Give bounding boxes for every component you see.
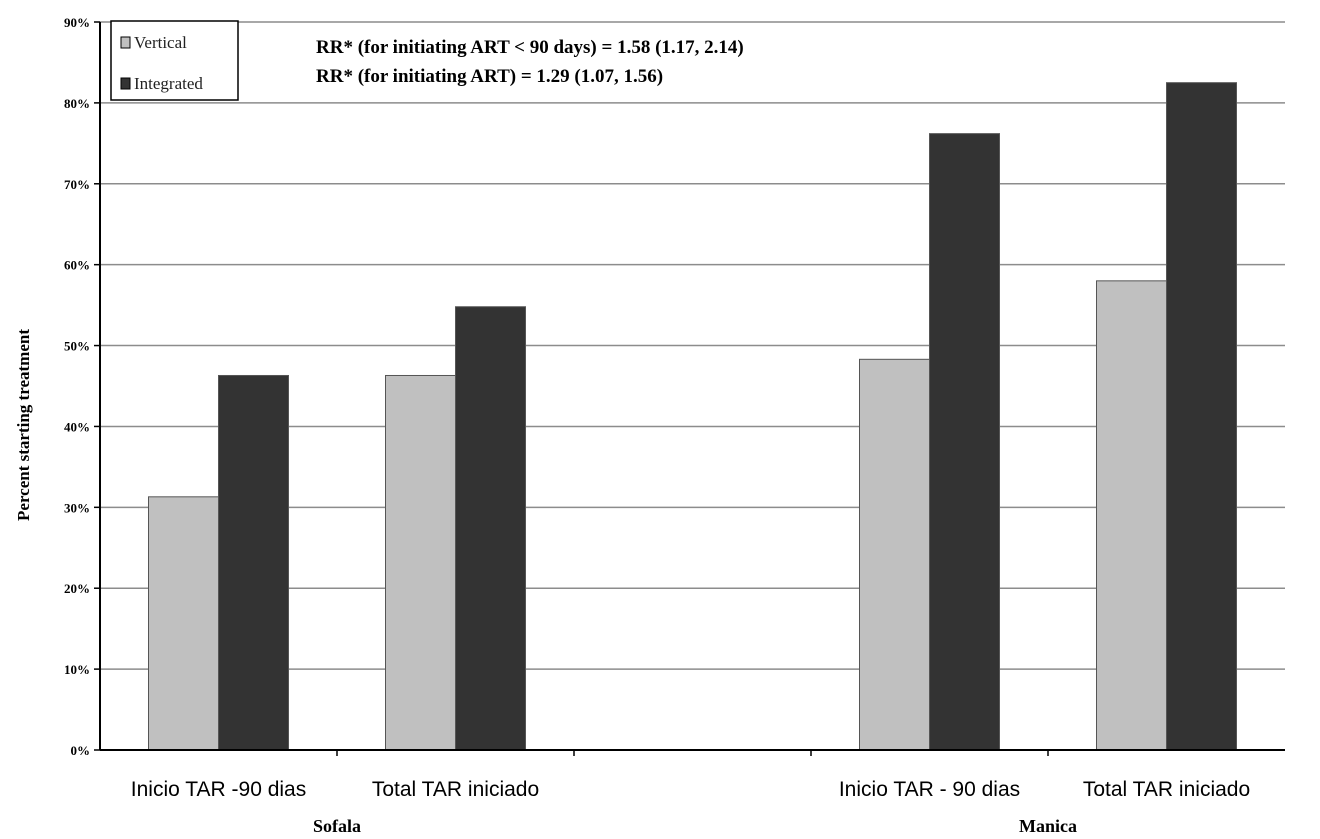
- gridlines: [94, 21, 1285, 756]
- y-tick-label: 10%: [64, 662, 90, 677]
- legend-swatch-vertical: [120, 36, 131, 49]
- annotation-rr-90-days: RR* (for initiating ART < 90 days) = 1.5…: [316, 37, 744, 58]
- group-labels: Sofala Manica: [313, 816, 1077, 836]
- legend-item-vertical: Vertical: [120, 33, 187, 52]
- x-tick-label: Total TAR iniciado: [372, 778, 539, 801]
- legend: Vertical Integrated: [110, 20, 239, 101]
- bars: [148, 82, 1237, 751]
- y-tick-label: 70%: [64, 177, 90, 192]
- bar-vertical: [859, 358, 930, 751]
- y-axis-label: Percent starting treatment: [14, 329, 33, 521]
- y-tick-label: 90%: [64, 15, 90, 30]
- annotations: RR* (for initiating ART < 90 days) = 1.5…: [316, 37, 744, 87]
- y-tick-label: 40%: [64, 419, 90, 434]
- bar-integrated: [455, 306, 526, 751]
- annotation-rr-total: RR* (for initiating ART) = 1.29 (1.07, 1…: [316, 66, 663, 87]
- y-tick-labels: 0% 10% 20% 30% 40% 50% 60% 70% 80% 90%: [64, 15, 90, 758]
- legend-label-vertical: Vertical: [134, 33, 187, 52]
- x-tick-labels: Inicio TAR -90 dias Total TAR iniciado Ini…: [131, 778, 1250, 801]
- group-label: Sofala: [313, 816, 361, 836]
- y-tick-label: 30%: [64, 500, 90, 515]
- bar-integrated: [929, 133, 1000, 751]
- bar-vertical: [385, 374, 456, 751]
- x-tick-label: Total TAR iniciado: [1083, 778, 1250, 801]
- legend-box: [110, 20, 239, 101]
- x-tick-label: Inicio TAR -90 dias: [131, 778, 306, 801]
- legend-label-integrated: Integrated: [134, 74, 203, 93]
- y-tick-label: 80%: [64, 96, 90, 111]
- y-tick-label: 20%: [64, 581, 90, 596]
- bar-vertical: [1096, 280, 1167, 751]
- group-label: Manica: [1019, 816, 1077, 836]
- bar-integrated: [218, 374, 289, 751]
- x-tick-label: Inicio TAR - 90 dias: [839, 778, 1020, 801]
- y-tick-label: 60%: [64, 258, 90, 273]
- bar-vertical: [148, 496, 219, 751]
- y-tick-label: 50%: [64, 339, 90, 354]
- axes: [99, 22, 1285, 751]
- bar-integrated: [1166, 82, 1237, 751]
- legend-item-integrated: Integrated: [120, 74, 203, 93]
- y-tick-label: 0%: [71, 743, 91, 758]
- legend-swatch-integrated: [120, 77, 131, 90]
